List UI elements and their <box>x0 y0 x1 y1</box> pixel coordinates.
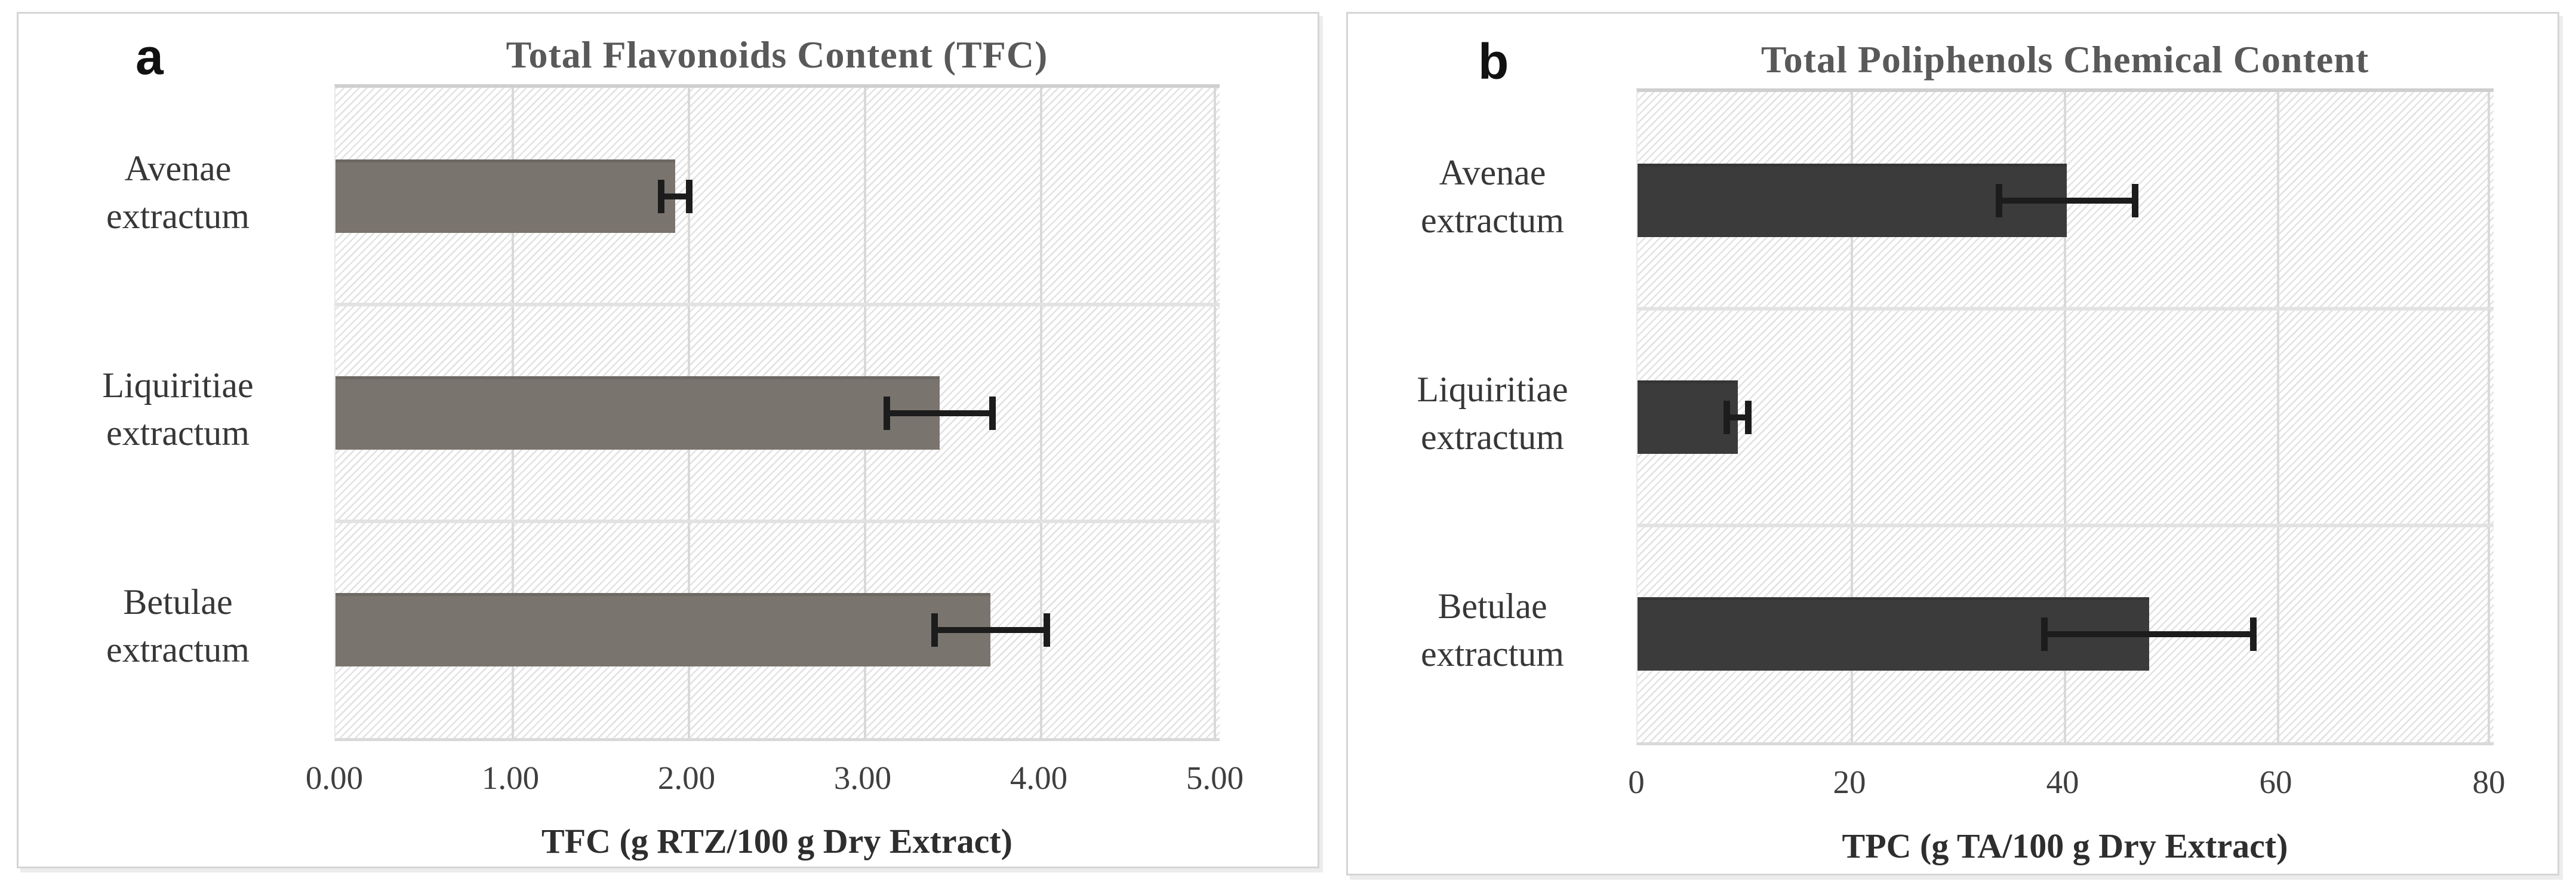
gridline-x-40 <box>2064 92 2066 742</box>
panel-a: a Total Flavonoids Content (TFC) TFC (g … <box>17 12 1319 868</box>
category-label-betulae-extractum: Betulae extractum <box>1361 574 1624 687</box>
error-bar-cap-right-avenae-extractum <box>2132 183 2139 217</box>
error-bar-cap-right-liquiritiae-extractum <box>1745 400 1752 434</box>
x-tick-label-0.00: 0.00 <box>305 760 364 796</box>
x-tick-label-40: 40 <box>2046 764 2079 800</box>
category-label-betulae-extractum: Betulae extractum <box>38 570 318 683</box>
gridline-band-2 <box>336 520 1220 523</box>
error-bar-cap-right-liquiritiae-extractum <box>989 396 996 430</box>
error-bar-cap-left-liquiritiae-extractum <box>1724 400 1731 434</box>
x-axis-label-a: TFC (g RTZ/100 g Dry Extract) <box>541 822 1012 861</box>
x-tick-label-4.00: 4.00 <box>1010 760 1068 796</box>
bar-avenae-extractum <box>336 159 676 233</box>
panel-letter-a: a <box>136 29 164 85</box>
gridline-x-60 <box>2277 92 2279 742</box>
error-bar-cap-right-betulae-extractum <box>1044 613 1051 647</box>
gridline-band-1 <box>1638 307 2494 311</box>
category-label-avenae-extractum: Avenae extractum <box>38 136 318 250</box>
panel-b: b Total Poliphenols Chemical Content TPC… <box>1346 12 2559 875</box>
error-bar-liquiritiae-extractum <box>1726 414 1749 420</box>
plot-area-a <box>334 84 1220 741</box>
category-label-line: extractum <box>1421 417 1564 457</box>
error-bar-avenae-extractum <box>661 193 690 199</box>
bar-avenae-extractum <box>1638 163 2067 238</box>
x-tick-label-5.00: 5.00 <box>1186 760 1244 796</box>
category-label-line: extractum <box>106 196 250 236</box>
chart-title-b: Total Poliphenols Chemical Content <box>1761 38 2369 81</box>
x-axis-label-b: TPC (g TA/100 g Dry Extract) <box>1842 827 2288 865</box>
x-tick-label-0: 0 <box>1628 764 1645 800</box>
category-label-line: extractum <box>1421 634 1564 674</box>
bar-liquiritiae-extractum <box>336 376 940 450</box>
gridline-x-80 <box>2488 92 2490 742</box>
gridline-x-4 <box>1040 88 1042 738</box>
category-label-liquiritiae-extractum: Liquiritiae extractum <box>38 353 318 466</box>
error-bar-cap-left-avenae-extractum <box>658 179 665 213</box>
gridline-x-5 <box>1214 88 1216 738</box>
category-label-line: extractum <box>1421 200 1564 240</box>
category-label-line: Avenae <box>1439 153 1546 193</box>
error-bar-cap-right-avenae-extractum <box>686 179 693 213</box>
category-label-liquiritiae-extractum: Liquiritiae extractum <box>1361 357 1624 471</box>
error-bar-liquiritiae-extractum <box>887 410 993 416</box>
x-tick-label-2.00: 2.00 <box>657 760 716 796</box>
error-bar-cap-left-liquiritiae-extractum <box>883 396 890 430</box>
error-bar-cap-left-avenae-extractum <box>1995 183 2002 217</box>
x-tick-label-60: 60 <box>2259 764 2292 800</box>
error-bar-betulae-extractum <box>2044 631 2254 637</box>
category-label-line: Avenae <box>124 149 232 189</box>
error-bar-avenae-extractum <box>1999 197 2135 204</box>
category-label-line: extractum <box>106 413 250 453</box>
error-bar-cap-right-betulae-extractum <box>2250 617 2257 651</box>
panel-letter-b: b <box>1478 33 1509 90</box>
x-tick-label-1.00: 1.00 <box>481 760 540 796</box>
error-bar-cap-left-betulae-extractum <box>2041 617 2048 651</box>
category-label-avenae-extractum: Avenae extractum <box>1361 140 1624 254</box>
x-tick-label-3.00: 3.00 <box>833 760 892 796</box>
gridline-band-1 <box>336 303 1220 306</box>
chart-title-a: Total Flavonoids Content (TFC) <box>506 33 1048 76</box>
category-label-line: Betulae <box>1438 586 1547 626</box>
error-bar-cap-left-betulae-extractum <box>931 613 938 647</box>
category-label-line: Liquiritiae <box>102 365 254 405</box>
bar-betulae-extractum <box>336 592 991 667</box>
error-bar-betulae-extractum <box>934 626 1047 633</box>
category-label-line: extractum <box>106 629 250 669</box>
x-tick-label-80: 80 <box>2472 764 2506 800</box>
category-label-line: Betulae <box>123 582 233 622</box>
x-tick-label-20: 20 <box>1833 764 1866 800</box>
plot-area-b <box>1636 88 2494 745</box>
category-label-line: Liquiritiae <box>1417 370 1568 410</box>
bar-liquiritiae-extractum <box>1638 380 1738 454</box>
gridline-x-20 <box>1851 92 1853 742</box>
gridline-band-2 <box>1638 524 2494 527</box>
